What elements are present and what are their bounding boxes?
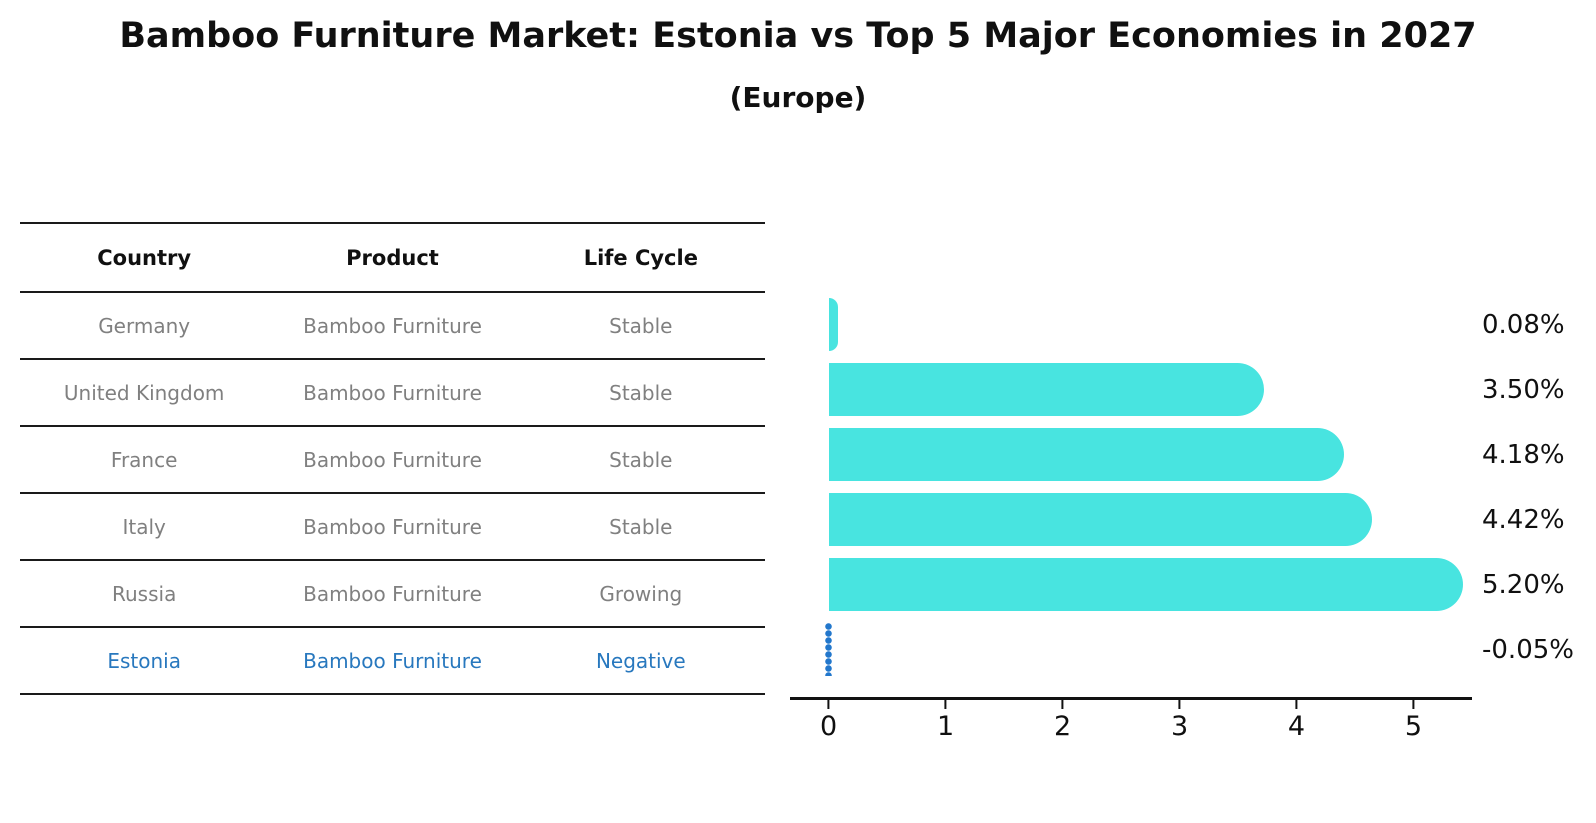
tick-0: 0 — [820, 700, 837, 742]
tick-label: 0 — [820, 711, 838, 742]
country-table: Country Product Life Cycle Germany Bambo… — [20, 222, 765, 695]
bar-france — [828, 428, 1344, 481]
table-row-italy: Italy Bamboo Furniture Stable — [20, 492, 765, 559]
bar-row: 3.50% — [790, 357, 1565, 422]
tick-label: 3 — [1170, 711, 1189, 742]
tick-label: 1 — [936, 711, 955, 742]
bar-row: 4.42% — [790, 487, 1565, 552]
column-header-product: Product — [346, 245, 439, 270]
country-cell: Estonia — [107, 648, 181, 673]
tick-2: 2 — [1054, 700, 1071, 742]
tick-1: 1 — [937, 700, 954, 742]
life-cycle-cell: Negative — [595, 648, 686, 673]
product-cell: Bamboo Furniture — [303, 581, 482, 606]
tick-label: 2 — [1053, 711, 1072, 742]
table-row-france: France Bamboo Furniture Stable — [20, 425, 765, 492]
column-header-country: Country — [97, 245, 192, 270]
country-cell: Germany — [98, 313, 191, 338]
product-cell: Bamboo Furniture — [303, 648, 482, 673]
product-cell: Bamboo Furniture — [303, 313, 482, 338]
tick-mark — [944, 700, 947, 709]
x-axis: 0 1 2 3 4 5 — [790, 697, 1472, 746]
bar-row: -0.05% — [790, 617, 1574, 682]
tick-label: 4 — [1287, 711, 1306, 742]
life-cycle-cell: Stable — [609, 514, 673, 539]
life-cycle-cell: Stable — [609, 313, 673, 338]
product-cell: Bamboo Furniture — [303, 380, 482, 405]
tick-mark — [1061, 700, 1064, 709]
tick-mark — [1295, 700, 1298, 709]
bar-italy — [828, 493, 1372, 546]
bar-russia — [828, 558, 1463, 611]
tick-label: 5 — [1404, 711, 1423, 742]
tick-mark — [827, 700, 830, 709]
tick-4: 4 — [1288, 700, 1305, 742]
table-row-russia: Russia Bamboo Furniture Growing — [20, 559, 765, 626]
value-label-united-kingdom: 3.50% — [1482, 374, 1565, 405]
estonia-negative-marker — [824, 623, 832, 676]
value-label-germany: 0.08% — [1482, 309, 1565, 340]
table-header-row: Country Product Life Cycle — [20, 222, 765, 291]
bar-row: 4.18% — [790, 422, 1565, 487]
chart-title: Bamboo Furniture Market: Estonia vs Top … — [119, 16, 1477, 56]
tick-mark — [1412, 700, 1415, 709]
chart-subtitle: (Europe) — [729, 81, 867, 114]
product-cell: Bamboo Furniture — [303, 514, 482, 539]
tick-3: 3 — [1171, 700, 1188, 742]
value-label-italy: 4.42% — [1482, 504, 1565, 535]
life-cycle-cell: Stable — [609, 447, 673, 472]
value-label-russia: 5.20% — [1482, 569, 1565, 600]
table-row-estonia: Estonia Bamboo Furniture Negative — [20, 626, 765, 693]
bar-germany — [828, 298, 838, 351]
bar-row: 5.20% — [790, 552, 1565, 617]
country-cell: Italy — [122, 514, 166, 539]
table-row-germany: Germany Bamboo Furniture Stable — [20, 291, 765, 358]
bar-chart-plot-area: 0.08% 3.50% 4.18% 4.42% 5.20% -0.05% — [790, 292, 1574, 682]
country-cell: France — [110, 447, 178, 472]
column-header-life-cycle: Life Cycle — [583, 245, 698, 270]
tick-5: 5 — [1405, 700, 1422, 742]
product-cell: Bamboo Furniture — [303, 447, 482, 472]
tick-mark — [1178, 700, 1181, 709]
country-cell: Russia — [112, 581, 177, 606]
value-label-estonia: -0.05% — [1482, 634, 1574, 665]
bar-united-kingdom — [828, 363, 1265, 416]
life-cycle-cell: Stable — [609, 380, 673, 405]
value-label-france: 4.18% — [1482, 439, 1565, 470]
bar-row: 0.08% — [790, 292, 1565, 357]
life-cycle-cell: Growing — [599, 581, 683, 606]
country-cell: United Kingdom — [63, 380, 225, 405]
table-row-united-kingdom: United Kingdom Bamboo Furniture Stable — [20, 358, 765, 425]
